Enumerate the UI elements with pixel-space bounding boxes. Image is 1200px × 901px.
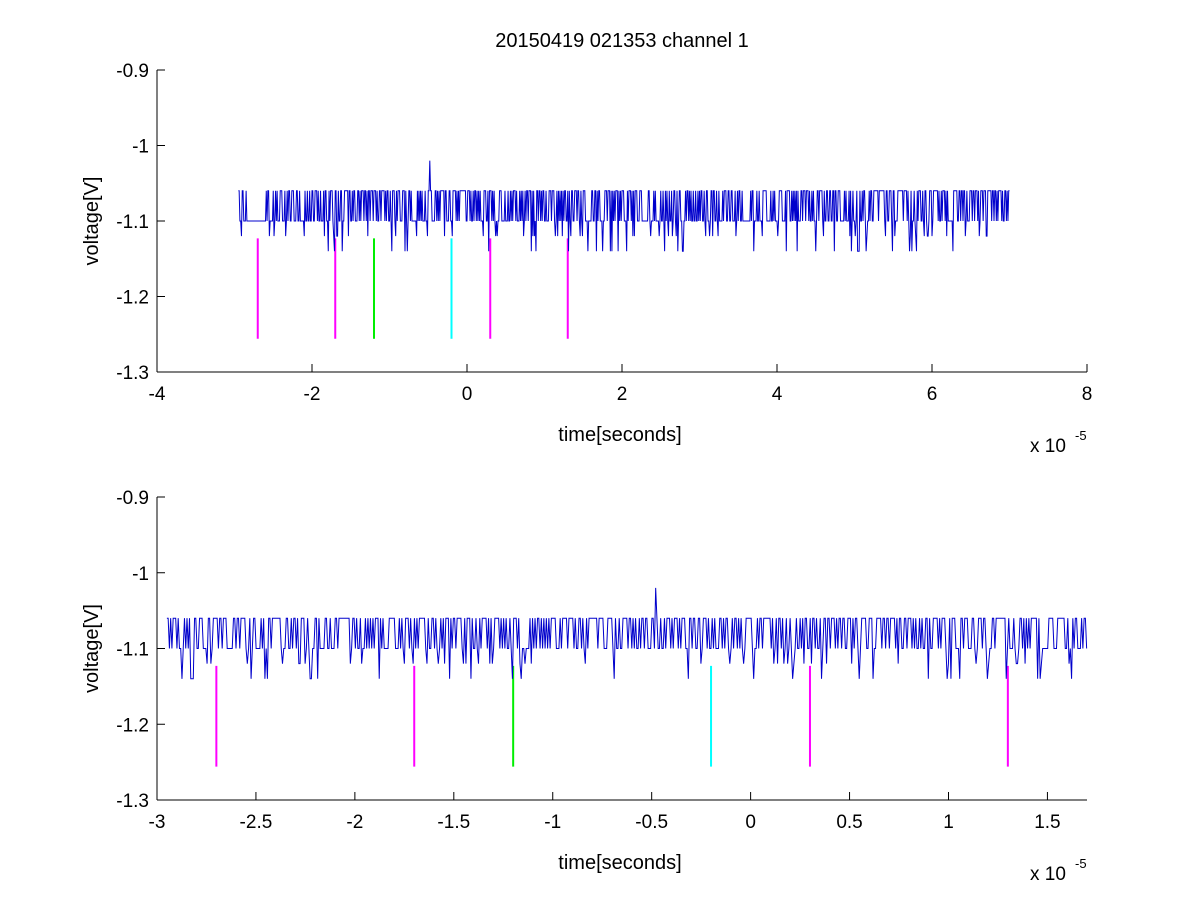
x-tick-label: -2.5 (240, 812, 273, 833)
y-tick-label: -1 (132, 564, 149, 585)
x-axis-label: time[seconds] (558, 424, 681, 446)
y-tick-label: -1 (132, 137, 149, 158)
chart-title: 20150419 021353 channel 1 (495, 30, 749, 52)
y-tick-label: -1.2 (116, 715, 149, 736)
x-tick-label: -2 (304, 384, 321, 405)
y-tick-label: -1.1 (116, 640, 149, 661)
x-axis-label: time[seconds] (558, 852, 681, 874)
x-tick-label: 0 (745, 812, 756, 833)
x-tick-label: -3 (149, 812, 166, 833)
y-tick-label: -0.9 (116, 488, 149, 509)
x-tick-label: 2 (617, 384, 628, 405)
y-axis-label: voltage[V] (81, 177, 103, 266)
y-tick-label: -1.2 (116, 288, 149, 309)
x-tick-label: 0.5 (836, 812, 862, 833)
y-axis-label: voltage[V] (81, 604, 103, 693)
x-tick-label: 1.5 (1034, 812, 1060, 833)
x-axis-multiplier: x 10 (1030, 436, 1066, 457)
x-tick-label: 4 (772, 384, 783, 405)
x-tick-label: -4 (149, 384, 166, 405)
x-tick-label: 1 (943, 812, 954, 833)
x-tick-label: 0 (462, 384, 473, 405)
y-tick-label: -0.9 (116, 61, 149, 82)
x-tick-label: -0.5 (635, 812, 668, 833)
x-axis-exponent: -5 (1075, 428, 1087, 443)
y-tick-label: -1.1 (116, 212, 149, 233)
x-tick-label: 8 (1082, 384, 1093, 405)
y-tick-label: -1.3 (116, 363, 149, 384)
top-plot: -0.9 -1 -1.1 -1.2 -1.3-4 -2 0 2 4 6 8 time[seconds]… (81, 61, 1092, 457)
signal-series-line (238, 160, 1010, 252)
signal-series-line (166, 587, 1088, 680)
x-tick-label: -1 (544, 812, 561, 833)
x-tick-label: -1.5 (437, 812, 470, 833)
bottom-plot: -0.9 -1 -1.1 -1.2 -1.3-3 -2.5 -2 -1.5 -1 -0.5 0 0.5… (81, 488, 1088, 885)
y-tick-label: -1.3 (116, 791, 149, 812)
x-axis-multiplier: x 10 (1030, 864, 1066, 885)
x-axis-exponent: -5 (1075, 856, 1087, 871)
x-tick-label: 6 (927, 384, 938, 405)
x-tick-label: -2 (346, 812, 363, 833)
